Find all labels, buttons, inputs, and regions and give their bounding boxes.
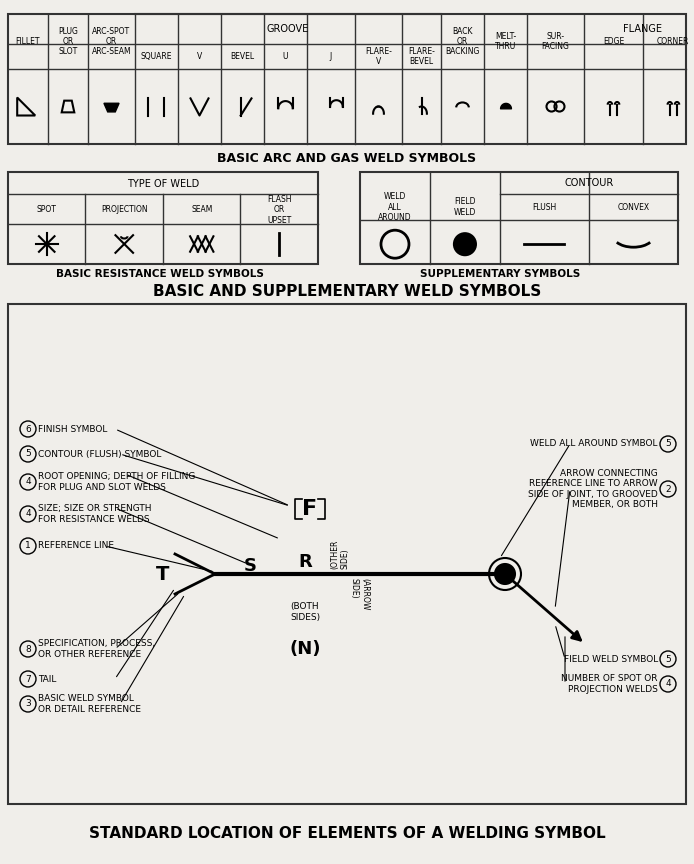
Text: 2: 2 (665, 485, 671, 493)
Text: TAIL: TAIL (38, 675, 56, 683)
Text: BASIC ARC AND GAS WELD SYMBOLS: BASIC ARC AND GAS WELD SYMBOLS (217, 151, 477, 164)
Text: 3: 3 (25, 700, 31, 708)
Text: FLUSH: FLUSH (532, 202, 557, 212)
Text: CORNER: CORNER (657, 37, 688, 46)
Text: R: R (298, 553, 312, 571)
Text: ARC-SPOT
OR
ARC-SEAM: ARC-SPOT OR ARC-SEAM (92, 27, 131, 56)
Text: ROOT OPENING; DEPTH OF FILLING
FOR PLUG AND SLOT WELDS: ROOT OPENING; DEPTH OF FILLING FOR PLUG … (38, 473, 196, 492)
Text: 7: 7 (25, 675, 31, 683)
Text: S: S (244, 557, 257, 575)
Text: BASIC AND SUPPLEMENTARY WELD SYMBOLS: BASIC AND SUPPLEMENTARY WELD SYMBOLS (153, 283, 541, 298)
Text: NUMBER OF SPOT OR
PROJECTION WELDS: NUMBER OF SPOT OR PROJECTION WELDS (561, 674, 658, 694)
Text: FLASH
OR
UPSET: FLASH OR UPSET (267, 195, 291, 225)
Text: F: F (303, 499, 318, 519)
Text: BACK
OR
BACKING: BACK OR BACKING (446, 27, 480, 56)
Text: WELD
ALL
AROUND: WELD ALL AROUND (378, 192, 412, 222)
Text: FIELD WELD SYMBOL: FIELD WELD SYMBOL (564, 655, 658, 664)
Text: (BOTH
SIDES): (BOTH SIDES) (290, 602, 320, 622)
Text: WELD ALL AROUND SYMBOL: WELD ALL AROUND SYMBOL (530, 440, 658, 448)
Text: (N): (N) (289, 640, 321, 658)
Text: CONTOUR (FLUSH) SYMBOL: CONTOUR (FLUSH) SYMBOL (38, 449, 162, 459)
Text: T: T (156, 564, 170, 583)
Text: FLARE-
V: FLARE- V (365, 47, 392, 67)
Text: 4: 4 (25, 510, 31, 518)
Text: SUR-
FACING: SUR- FACING (541, 32, 570, 51)
Text: FIELD
WELD: FIELD WELD (454, 197, 476, 217)
Bar (360, 172, 678, 264)
Circle shape (495, 564, 515, 584)
Text: BASIC RESISTANCE WELD SYMBOLS: BASIC RESISTANCE WELD SYMBOLS (56, 269, 264, 279)
Text: REFERENCE LINE: REFERENCE LINE (38, 542, 114, 550)
Text: SEAM: SEAM (191, 206, 212, 214)
Polygon shape (104, 104, 119, 112)
Text: 1: 1 (25, 542, 31, 550)
Text: FLARE-
BEVEL: FLARE- BEVEL (408, 47, 435, 67)
Text: 5: 5 (665, 655, 671, 664)
Bar (8, 14, 686, 144)
Text: MELT-
THRU: MELT- THRU (495, 32, 516, 51)
Bar (8, 304, 686, 804)
Text: SPOT: SPOT (37, 206, 57, 214)
Text: 5: 5 (665, 440, 671, 448)
Text: BASIC WELD SYMBOL
OR DETAIL REFERENCE: BASIC WELD SYMBOL OR DETAIL REFERENCE (38, 695, 141, 714)
Text: FILLET: FILLET (16, 37, 40, 46)
Text: PROJECTION: PROJECTION (101, 206, 148, 214)
Text: FINISH SYMBOL: FINISH SYMBOL (38, 424, 108, 434)
Text: SIZE; SIZE OR STRENGTH
FOR RESISTANCE WELDS: SIZE; SIZE OR STRENGTH FOR RESISTANCE WE… (38, 505, 151, 524)
Text: J: J (330, 52, 332, 61)
Text: 8: 8 (25, 645, 31, 653)
Text: (ARROW
SIDE): (ARROW SIDE) (350, 578, 369, 610)
Text: CONVEX: CONVEX (618, 202, 650, 212)
Text: SPECIFICATION, PROCESS,
OR OTHER REFERENCE: SPECIFICATION, PROCESS, OR OTHER REFEREN… (38, 639, 155, 658)
Text: GROOVE: GROOVE (267, 24, 309, 34)
Text: ARROW CONNECTING
REFERENCE LINE TO ARROW
SIDE OF JOINT, TO GROOVED
MEMBER, OR BO: ARROW CONNECTING REFERENCE LINE TO ARROW… (528, 469, 658, 509)
Text: TYPE OF WELD: TYPE OF WELD (127, 179, 199, 189)
Circle shape (454, 233, 476, 255)
Text: 4: 4 (25, 478, 31, 486)
Text: V: V (197, 52, 202, 61)
Text: SQUARE: SQUARE (141, 52, 172, 61)
Text: CONTOUR: CONTOUR (564, 178, 613, 188)
Text: BEVEL: BEVEL (230, 52, 255, 61)
Text: EDGE: EDGE (603, 37, 624, 46)
Text: 5: 5 (25, 449, 31, 459)
Text: 4: 4 (665, 679, 671, 689)
Text: 6: 6 (25, 424, 31, 434)
Text: U: U (282, 52, 288, 61)
Text: FLANGE: FLANGE (623, 24, 663, 34)
Text: SUPPLEMENTARY SYMBOLS: SUPPLEMENTARY SYMBOLS (420, 269, 580, 279)
Text: STANDARD LOCATION OF ELEMENTS OF A WELDING SYMBOL: STANDARD LOCATION OF ELEMENTS OF A WELDI… (89, 827, 605, 842)
Bar (8, 172, 318, 264)
Text: PLUG
OR
SLOT: PLUG OR SLOT (58, 27, 78, 56)
Text: (OTHER
SIDE): (OTHER SIDE) (330, 539, 349, 569)
